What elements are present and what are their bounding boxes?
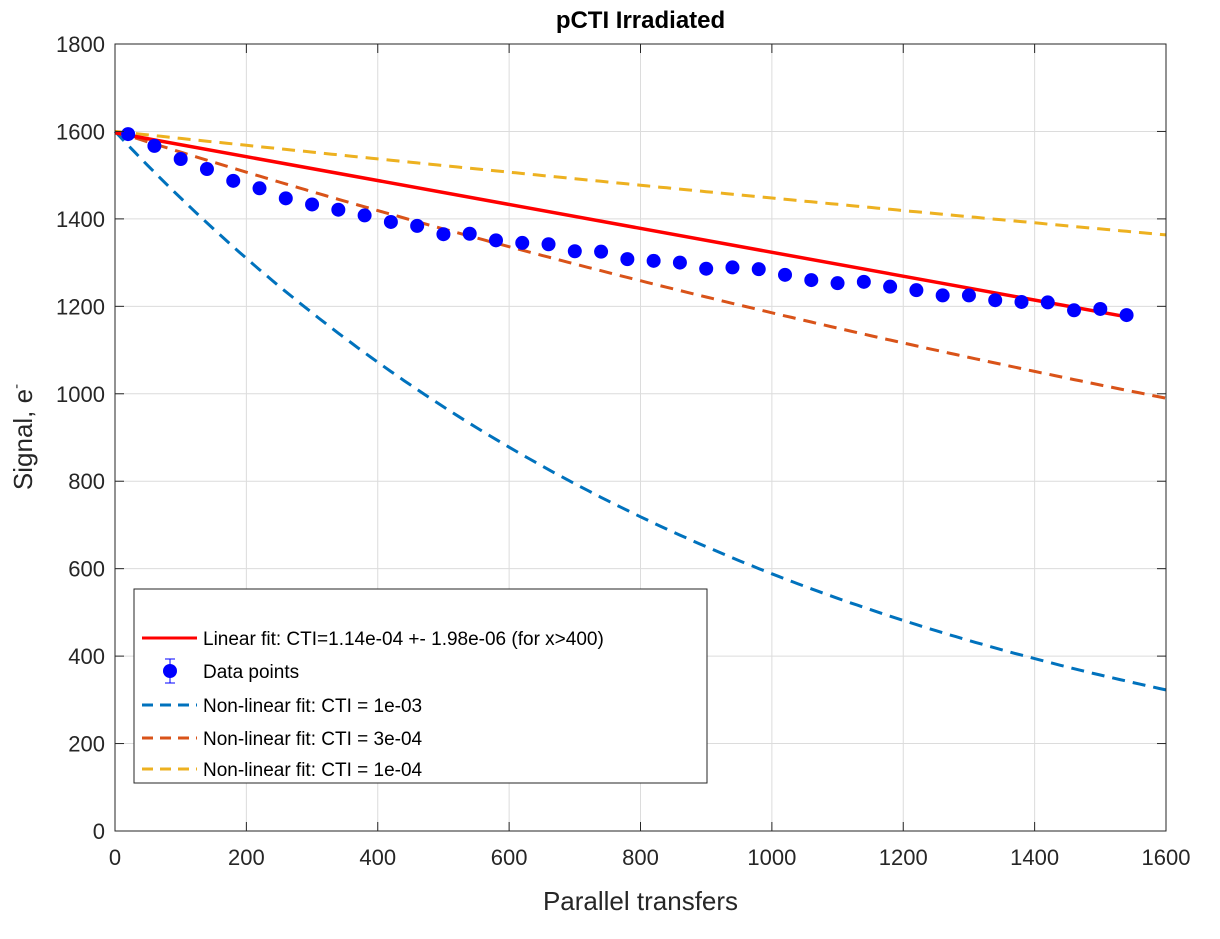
- x-tick-label: 1600: [1142, 845, 1191, 870]
- data-point: [541, 237, 556, 252]
- y-axis-label-main: Signal, e: [8, 389, 38, 490]
- legend-label-cti-3e-04: Non-linear fit: CTI = 3e-04: [203, 729, 423, 750]
- data-point: [147, 138, 162, 153]
- nonlinear-fit-curve-3: [114, 129, 1167, 400]
- chart-title: pCTI Irradiated: [556, 7, 725, 34]
- series-layer: [113, 127, 1167, 692]
- x-tick-label: 1400: [1010, 845, 1059, 870]
- linear-fit-line: [114, 131, 1127, 319]
- axis-ticks: 0 200 400 600 800 1000 1200 1400 1600 0 200 400 600 8…: [56, 32, 1190, 870]
- data-point: [331, 202, 346, 217]
- x-tick-label: 400: [359, 845, 396, 870]
- data-point: [305, 197, 320, 212]
- data-point: [856, 274, 871, 289]
- data-point: [961, 288, 976, 303]
- data-point: [357, 208, 372, 223]
- data-point: [515, 235, 530, 250]
- data-point: [830, 276, 845, 291]
- data-point: [620, 252, 635, 267]
- legend-swatch-data-points: [163, 664, 177, 678]
- data-point: [199, 162, 214, 177]
- x-tick-label: 600: [491, 845, 528, 870]
- data-point: [278, 191, 293, 206]
- data-point: [672, 255, 687, 270]
- data-point: [699, 261, 714, 276]
- data-point: [383, 214, 398, 229]
- legend-label-cti-1e-03: Non-linear fit: CTI = 1e-03: [203, 696, 422, 717]
- data-point: [1119, 308, 1134, 323]
- y-axis-label-superscript: -: [8, 384, 25, 389]
- data-point: [462, 226, 477, 241]
- data-point: [1040, 295, 1055, 310]
- data-point: [410, 218, 425, 233]
- x-tick-label: 1000: [747, 845, 796, 870]
- y-tick-label: 1600: [56, 119, 105, 144]
- x-tick-label: 1200: [879, 845, 928, 870]
- data-point: [1014, 294, 1029, 309]
- nonlinear-fit-curve-2: [113, 130, 1167, 692]
- x-tick-label: 0: [109, 845, 121, 870]
- y-tick-label: 0: [93, 819, 105, 844]
- data-point: [646, 253, 661, 268]
- x-tick-label: 200: [228, 845, 265, 870]
- legend: Linear fit: CTI=1.14e-04 +- 1.98e-06 (fo…: [133, 588, 708, 784]
- legend-label-linear-fit: Linear fit: CTI=1.14e-04 +- 1.98e-06 (fo…: [203, 629, 604, 650]
- y-tick-label: 1000: [56, 382, 105, 407]
- nonlinear-fit-curve-4: [114, 129, 1167, 237]
- data-point: [436, 227, 451, 242]
- y-tick-label: 600: [68, 557, 105, 582]
- data-point: [121, 127, 136, 142]
- legend-label-data-points: Data points: [203, 662, 299, 683]
- data-point: [751, 262, 766, 277]
- y-axis-label: Signal, e-: [8, 384, 38, 490]
- data-point: [804, 273, 819, 288]
- y-tick-label: 1400: [56, 207, 105, 232]
- data-point: [935, 288, 950, 303]
- data-point: [567, 244, 582, 259]
- data-point: [778, 267, 793, 282]
- x-tick-label: 800: [622, 845, 659, 870]
- data-point: [594, 244, 609, 259]
- data-point: [725, 260, 740, 275]
- data-point: [252, 181, 267, 196]
- data-point: [909, 283, 924, 298]
- y-tick-label: 1200: [56, 294, 105, 319]
- x-axis-label: Parallel transfers: [543, 886, 738, 916]
- data-point: [883, 279, 898, 294]
- y-tick-label: 1800: [56, 32, 105, 57]
- y-tick-label: 800: [68, 469, 105, 494]
- y-tick-label: 200: [68, 732, 105, 757]
- data-point: [1093, 301, 1108, 316]
- data-point: [226, 173, 241, 188]
- legend-box: [133, 588, 708, 784]
- data-point: [173, 151, 188, 166]
- legend-label-cti-1e-04: Non-linear fit: CTI = 1e-04: [203, 760, 423, 781]
- data-point: [1067, 303, 1082, 318]
- y-tick-label: 400: [68, 644, 105, 669]
- data-point: [988, 293, 1003, 308]
- data-point: [488, 233, 503, 248]
